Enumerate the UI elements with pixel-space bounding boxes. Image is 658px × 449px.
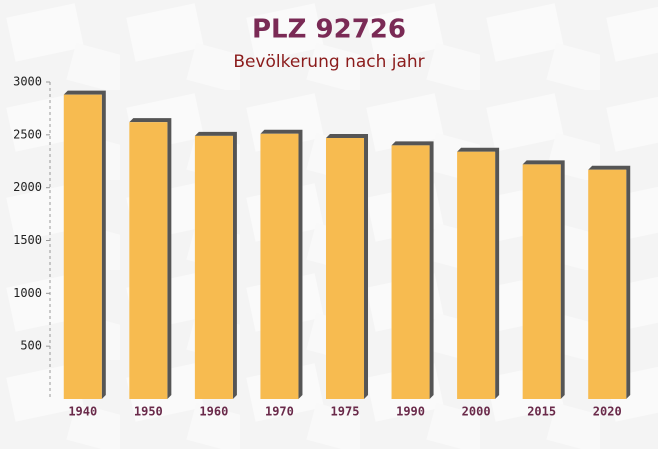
x-tick-label: 1960 <box>199 405 228 419</box>
bar <box>194 135 233 399</box>
y-tick-label: 2000 <box>13 180 42 194</box>
y-tick-label: 2500 <box>13 127 42 141</box>
x-tick-label: 1970 <box>265 405 294 419</box>
bar <box>588 169 627 399</box>
x-tick-label: 2020 <box>593 405 622 419</box>
y-tick-label: 1500 <box>13 233 42 247</box>
bar <box>457 151 496 399</box>
bar <box>391 145 430 399</box>
y-tick-label: 1000 <box>13 286 42 300</box>
bar <box>325 138 365 399</box>
bar <box>129 122 168 400</box>
bar <box>260 133 299 399</box>
x-tick-label: 2015 <box>527 405 556 419</box>
bar <box>522 164 561 399</box>
x-tick-label: 1950 <box>134 405 163 419</box>
chart-subtitle: Bevölkerung nach jahr <box>233 52 424 72</box>
y-tick-label: 500 <box>20 339 42 353</box>
bar <box>63 94 102 400</box>
x-tick-label: 2000 <box>462 405 491 419</box>
x-tick-label: 1990 <box>396 405 425 419</box>
chart-title: PLZ 92726 <box>252 15 406 45</box>
x-tick-label: 1940 <box>68 405 97 419</box>
y-tick-label: 3000 <box>13 75 42 89</box>
x-tick-label: 1975 <box>331 405 360 419</box>
